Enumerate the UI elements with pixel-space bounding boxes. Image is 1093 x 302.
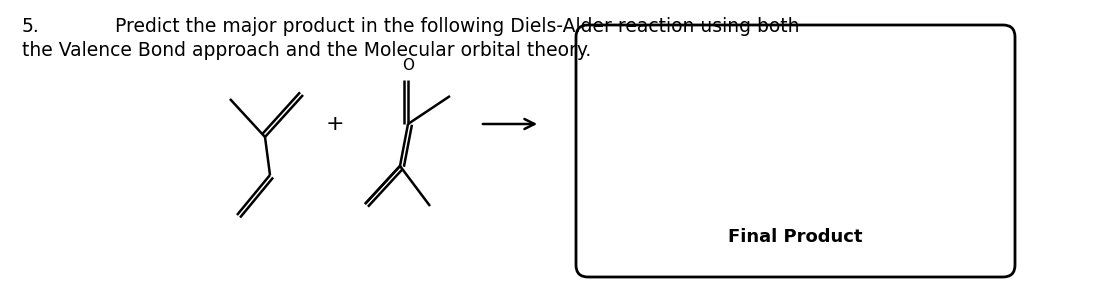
FancyBboxPatch shape bbox=[576, 25, 1015, 277]
Text: +: + bbox=[326, 114, 344, 134]
Text: Predict the major product in the following Diels-Alder reaction using both: Predict the major product in the followi… bbox=[115, 17, 799, 36]
Text: O: O bbox=[402, 59, 414, 73]
Text: Final Product: Final Product bbox=[728, 228, 862, 246]
Text: 5.: 5. bbox=[22, 17, 39, 36]
Text: the Valence Bond approach and the Molecular orbital theory.: the Valence Bond approach and the Molecu… bbox=[22, 41, 591, 60]
